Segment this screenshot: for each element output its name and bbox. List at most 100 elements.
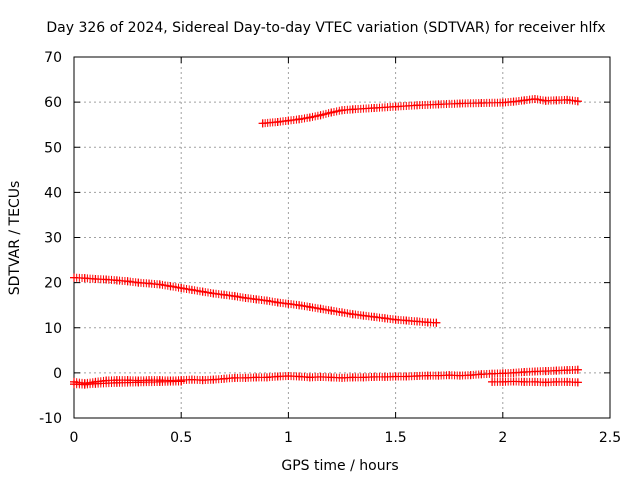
data-point bbox=[413, 101, 422, 110]
data-point bbox=[530, 367, 539, 376]
data-point bbox=[209, 289, 218, 298]
x-tick-label: 1.5 bbox=[384, 430, 406, 446]
data-point bbox=[434, 100, 443, 109]
data-point bbox=[520, 377, 529, 386]
data-point bbox=[305, 373, 314, 382]
data-point bbox=[552, 377, 561, 386]
data-point bbox=[445, 371, 454, 380]
data-point bbox=[241, 293, 250, 302]
data-point bbox=[563, 366, 572, 375]
data-point bbox=[530, 94, 539, 103]
data-point bbox=[284, 299, 293, 308]
data-point bbox=[273, 298, 282, 307]
data-point bbox=[391, 315, 400, 324]
data-point bbox=[177, 377, 186, 386]
data-point bbox=[402, 372, 411, 381]
data-point bbox=[380, 314, 389, 323]
data-point bbox=[466, 371, 475, 380]
data-point bbox=[477, 99, 486, 108]
y-axis-title: SDTVAR / TECUs bbox=[7, 181, 23, 296]
chart-title: Day 326 of 2024, Sidereal Day-to-day VTE… bbox=[46, 20, 605, 36]
data-point bbox=[359, 311, 368, 320]
y-tick-label: 0 bbox=[53, 366, 62, 382]
data-point bbox=[498, 377, 507, 386]
data-point bbox=[316, 111, 325, 120]
data-point bbox=[220, 290, 229, 299]
data-point bbox=[102, 275, 111, 284]
data-point bbox=[359, 373, 368, 382]
data-point bbox=[295, 301, 304, 310]
data-point bbox=[423, 318, 432, 327]
data-point bbox=[198, 376, 207, 385]
data-point bbox=[252, 373, 261, 382]
data-point bbox=[134, 378, 143, 387]
data-point bbox=[413, 372, 422, 381]
data-point bbox=[295, 115, 304, 124]
data-point bbox=[455, 99, 464, 108]
y-tick-label: 30 bbox=[44, 231, 62, 247]
data-point bbox=[155, 377, 164, 386]
series-high-arc bbox=[258, 94, 582, 128]
data-point bbox=[488, 377, 497, 386]
data-point bbox=[498, 369, 507, 378]
data-point bbox=[402, 316, 411, 325]
data-point bbox=[258, 119, 267, 128]
series-low-arc bbox=[70, 365, 582, 388]
data-point bbox=[305, 113, 314, 122]
data-point bbox=[563, 95, 572, 104]
data-series bbox=[70, 94, 582, 389]
data-point bbox=[573, 97, 582, 106]
data-point bbox=[252, 295, 261, 304]
data-point bbox=[563, 377, 572, 386]
data-point bbox=[145, 279, 154, 288]
x-tick-label: 0.5 bbox=[170, 430, 192, 446]
data-point bbox=[509, 368, 518, 377]
data-point bbox=[338, 373, 346, 382]
y-tick-label: 20 bbox=[44, 276, 62, 292]
data-point bbox=[241, 373, 250, 382]
x-tick-label: 0 bbox=[70, 430, 79, 446]
axis-ticks bbox=[73, 56, 611, 419]
data-point bbox=[327, 306, 336, 315]
x-tick-label: 2.5 bbox=[599, 430, 621, 446]
data-point bbox=[327, 373, 336, 382]
data-point bbox=[220, 374, 229, 383]
data-point bbox=[155, 280, 164, 289]
data-point bbox=[327, 108, 336, 117]
data-point bbox=[198, 287, 207, 296]
data-point bbox=[413, 317, 422, 326]
data-point bbox=[80, 380, 89, 389]
data-point bbox=[370, 103, 379, 112]
data-point bbox=[552, 96, 561, 105]
data-point bbox=[305, 302, 314, 311]
data-point bbox=[520, 96, 529, 105]
data-point bbox=[455, 371, 464, 380]
series-low-arc-lower bbox=[70, 377, 582, 389]
data-point bbox=[273, 372, 282, 381]
data-point bbox=[338, 106, 346, 115]
data-point bbox=[573, 378, 582, 387]
data-point bbox=[284, 372, 293, 381]
data-point bbox=[509, 97, 518, 106]
data-point bbox=[295, 372, 304, 381]
data-point bbox=[134, 278, 143, 287]
data-point bbox=[348, 105, 357, 114]
x-tick-label: 1 bbox=[284, 430, 293, 446]
data-point bbox=[477, 370, 486, 379]
data-point bbox=[338, 308, 346, 317]
data-point bbox=[541, 96, 550, 105]
y-tick-label: 40 bbox=[44, 185, 62, 201]
data-point bbox=[91, 379, 100, 388]
data-point bbox=[230, 292, 239, 301]
y-tick-label: 60 bbox=[44, 95, 62, 111]
data-point bbox=[348, 310, 357, 319]
data-point bbox=[112, 378, 121, 387]
data-point bbox=[530, 377, 539, 386]
data-point bbox=[370, 372, 379, 381]
data-point bbox=[80, 274, 89, 283]
data-point bbox=[380, 372, 389, 381]
series-mid-arc bbox=[70, 273, 441, 327]
data-point bbox=[187, 285, 196, 294]
